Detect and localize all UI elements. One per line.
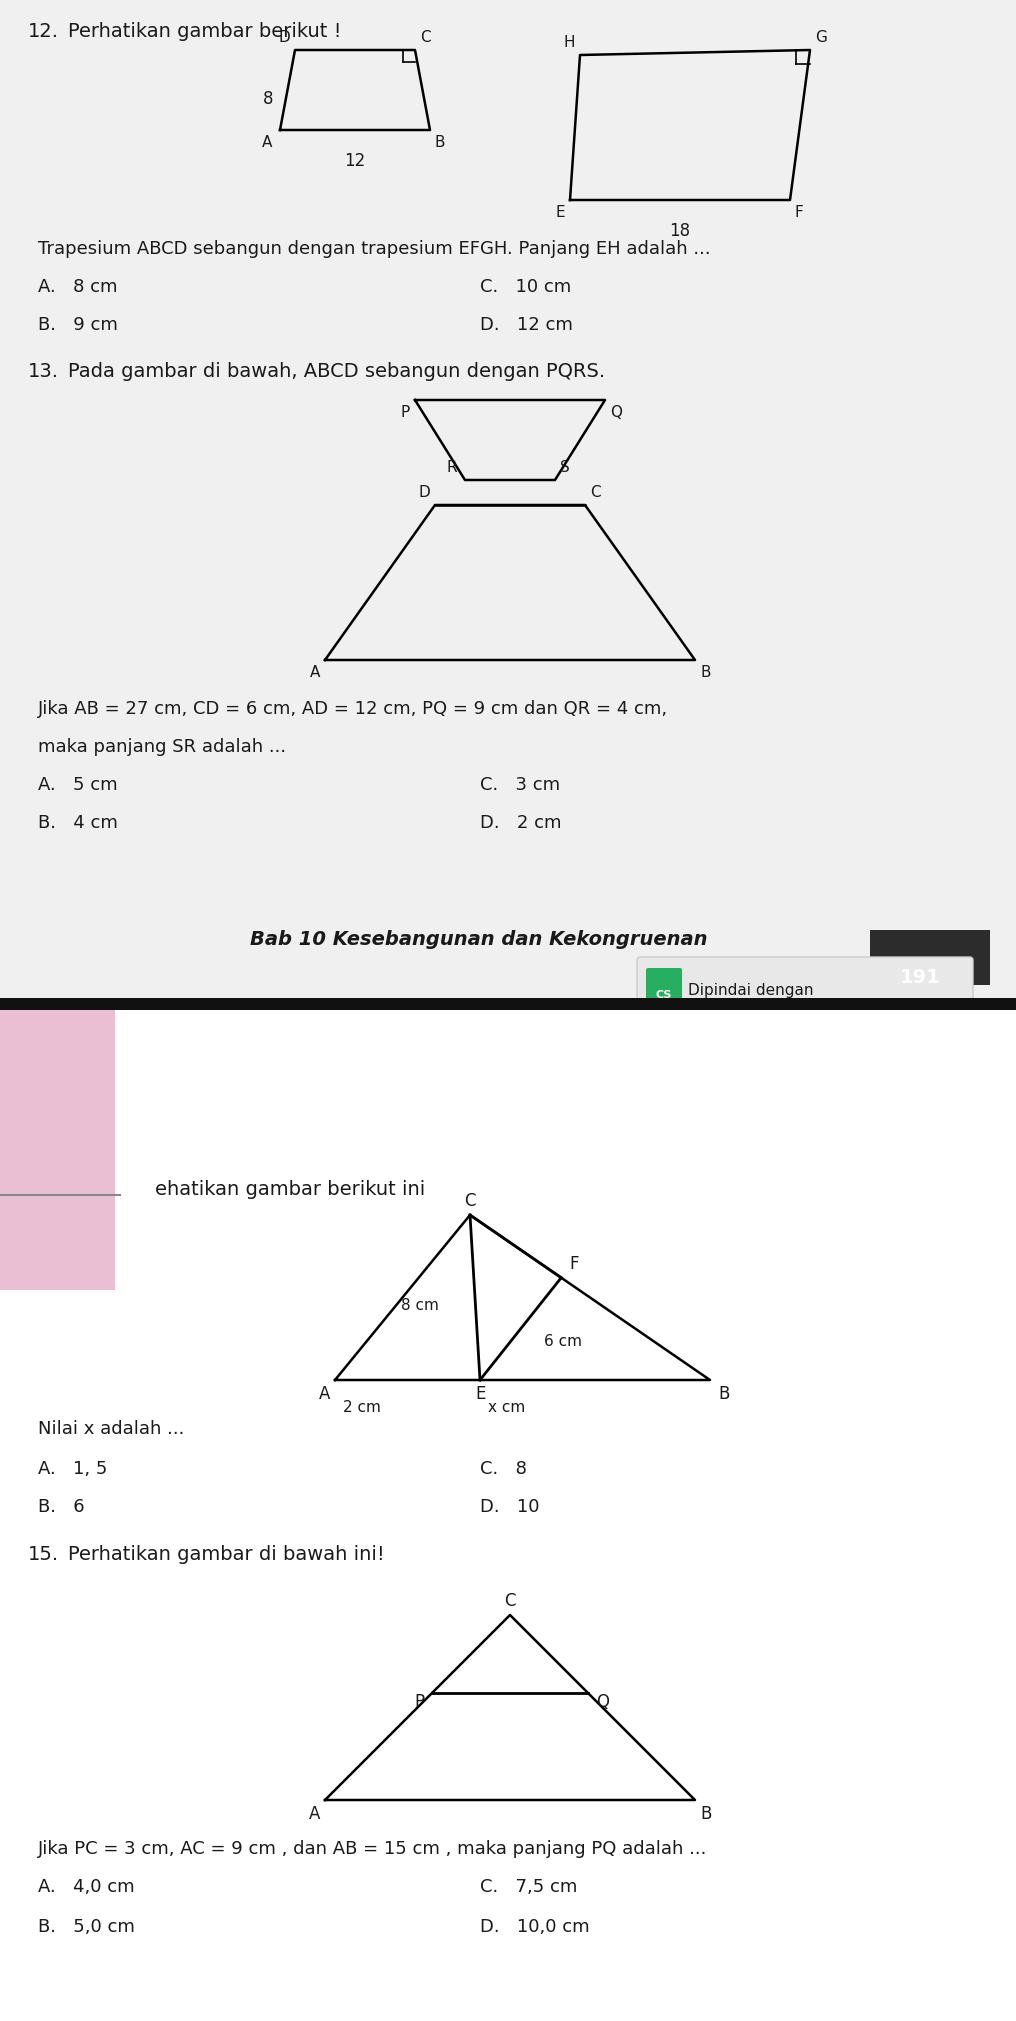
Text: H: H: [564, 34, 575, 51]
Text: Bab 10 Kesebangunan dan Kekongruenan: Bab 10 Kesebangunan dan Kekongruenan: [250, 930, 707, 950]
Text: x cm: x cm: [488, 1401, 525, 1415]
Text: Pada gambar di bawah, ABCD sebangun dengan PQRS.: Pada gambar di bawah, ABCD sebangun deng…: [68, 362, 606, 382]
Text: B.   9 cm: B. 9 cm: [38, 315, 118, 333]
Text: 8: 8: [262, 91, 273, 107]
Text: A: A: [310, 665, 320, 679]
Text: C: C: [464, 1192, 475, 1211]
Bar: [870, 930, 990, 984]
Text: A.   8 cm: A. 8 cm: [38, 279, 118, 295]
Text: C.   7,5 cm: C. 7,5 cm: [480, 1878, 577, 1896]
FancyBboxPatch shape: [646, 968, 682, 1004]
Text: Perhatikan gambar berikut !: Perhatikan gambar berikut !: [68, 22, 341, 40]
Text: C.   3 cm: C. 3 cm: [480, 776, 560, 794]
Text: D.   12 cm: D. 12 cm: [480, 315, 573, 333]
Text: 8 cm: 8 cm: [401, 1297, 439, 1312]
Text: Jika AB = 27 cm, CD = 6 cm, AD = 12 cm, PQ = 9 cm dan QR = 4 cm,: Jika AB = 27 cm, CD = 6 cm, AD = 12 cm, …: [38, 699, 669, 717]
Text: F: F: [795, 204, 804, 220]
Text: B: B: [435, 135, 445, 150]
Text: 13.: 13.: [28, 362, 59, 382]
Text: A: A: [309, 1805, 320, 1823]
Text: B.   6: B. 6: [38, 1498, 84, 1516]
Text: 6 cm: 6 cm: [544, 1334, 581, 1348]
FancyBboxPatch shape: [637, 958, 973, 1008]
Text: F: F: [569, 1255, 579, 1273]
Text: E: E: [475, 1384, 486, 1403]
Text: 12: 12: [344, 152, 366, 170]
Text: D.   10: D. 10: [480, 1498, 539, 1516]
Text: Q: Q: [595, 1694, 609, 1710]
Text: E: E: [556, 204, 565, 220]
Text: 191: 191: [899, 968, 941, 986]
Bar: [0, 0, 1016, 1010]
Text: C.   8: C. 8: [480, 1459, 527, 1477]
Text: Nilai x adalah ...: Nilai x adalah ...: [38, 1421, 184, 1439]
Text: Q: Q: [610, 404, 622, 420]
Text: Trapesium ABCD sebangun dengan trapesium EFGH. Panjang EH adalah ...: Trapesium ABCD sebangun dengan trapesium…: [38, 240, 710, 259]
Text: C: C: [504, 1593, 516, 1611]
Text: C.   10 cm: C. 10 cm: [480, 279, 571, 295]
Text: A: A: [319, 1384, 330, 1403]
Text: A: A: [262, 135, 272, 150]
Text: A.   1, 5: A. 1, 5: [38, 1459, 108, 1477]
Bar: [0, 1010, 115, 1289]
Text: C: C: [420, 30, 431, 44]
Bar: [0, 1010, 1016, 2021]
Text: A.   4,0 cm: A. 4,0 cm: [38, 1878, 135, 1896]
Text: D: D: [419, 485, 430, 499]
Text: 2 cm: 2 cm: [343, 1401, 381, 1415]
Text: D.   10,0 cm: D. 10,0 cm: [480, 1918, 589, 1936]
Text: Perhatikan gambar di bawah ini!: Perhatikan gambar di bawah ini!: [68, 1544, 385, 1564]
Text: D: D: [278, 30, 290, 44]
Text: B: B: [700, 665, 710, 679]
Text: 18: 18: [670, 222, 691, 240]
Text: P: P: [400, 404, 410, 420]
Text: Jika PC = 3 cm, AC = 9 cm , dan AB = 15 cm , maka panjang PQ adalah ...: Jika PC = 3 cm, AC = 9 cm , dan AB = 15 …: [38, 1839, 707, 1857]
Text: R: R: [447, 461, 457, 475]
Text: Dipindai dengan: Dipindai dengan: [688, 982, 814, 998]
Text: B: B: [700, 1805, 711, 1823]
Text: B: B: [718, 1384, 729, 1403]
Text: maka panjang SR adalah ...: maka panjang SR adalah ...: [38, 738, 287, 756]
Text: 15.: 15.: [28, 1544, 59, 1564]
Text: B.   5,0 cm: B. 5,0 cm: [38, 1918, 135, 1936]
Text: ehatikan gambar berikut ini: ehatikan gambar berikut ini: [155, 1180, 426, 1198]
Text: B.   4 cm: B. 4 cm: [38, 814, 118, 833]
Text: A.   5 cm: A. 5 cm: [38, 776, 118, 794]
Text: P: P: [415, 1694, 425, 1710]
Text: D.   2 cm: D. 2 cm: [480, 814, 562, 833]
Text: 12.: 12.: [28, 22, 59, 40]
Bar: [0, 998, 1016, 1010]
Text: G: G: [815, 30, 827, 44]
Text: C: C: [590, 485, 600, 499]
Text: S: S: [560, 461, 570, 475]
Text: CS: CS: [655, 990, 673, 1000]
